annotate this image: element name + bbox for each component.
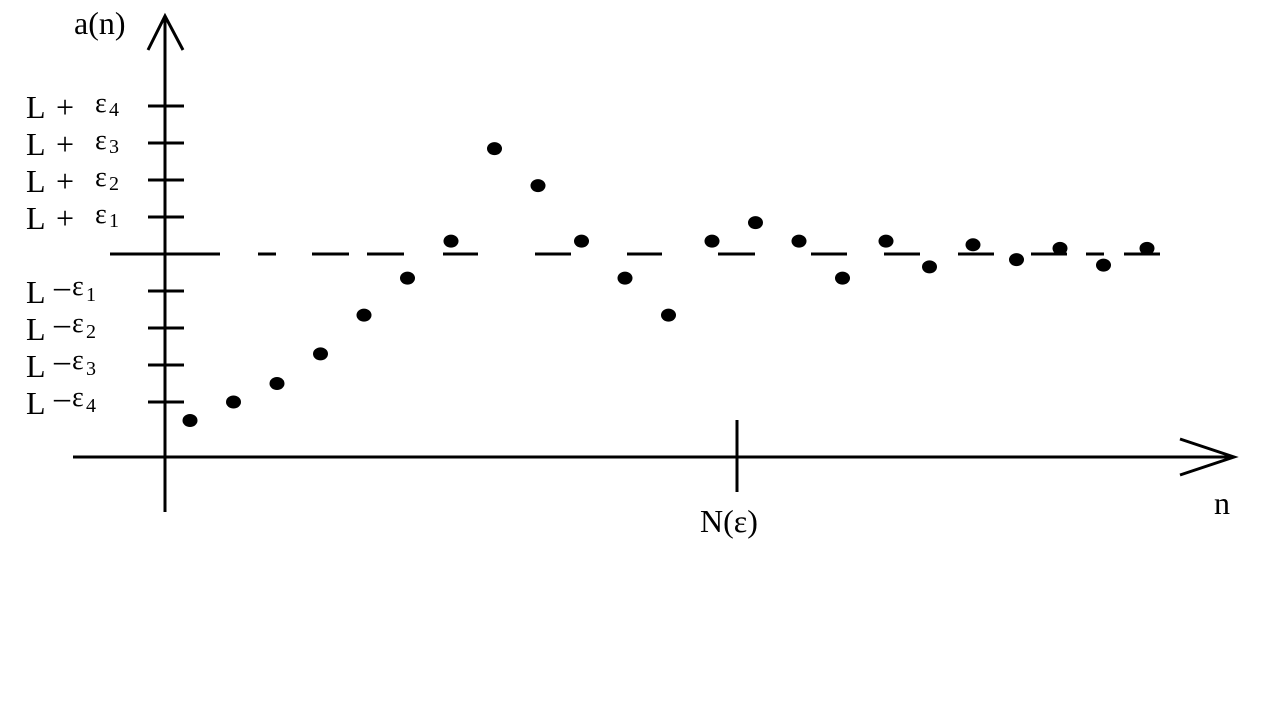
sequence-point (313, 347, 328, 361)
level-label-sign: + (56, 200, 74, 236)
level-label-L: L (26, 200, 46, 236)
y-axis-ticks (148, 104, 184, 404)
level-label-sign: – (53, 379, 71, 415)
level-label-L: L (26, 274, 46, 310)
sequence-point (400, 271, 415, 285)
level-label-sign: + (56, 163, 74, 199)
level-label-sign: + (56, 89, 74, 125)
level-label-subscript: 2 (109, 173, 119, 195)
sequence-point (443, 234, 459, 248)
sequence-point (1009, 253, 1024, 267)
level-label-epsilon: ε (72, 271, 84, 302)
sequence-point (617, 271, 633, 285)
level-label-L: L (26, 163, 46, 199)
sequence-point (487, 142, 502, 156)
y-axis-label: a(n) (74, 5, 126, 41)
level-label-subscript: 4 (86, 395, 96, 417)
sequence-point (182, 414, 198, 427)
level-label-epsilon: ε (95, 162, 107, 193)
sequence-point (1096, 258, 1111, 272)
x-axis-label: n (1214, 485, 1230, 521)
level-label-epsilon: ε (95, 125, 107, 156)
level-label-sign: – (53, 305, 71, 341)
y-axis-arrowhead (146, 12, 185, 51)
level-label-sign: + (56, 126, 74, 162)
level-label-plus-1: L + ε 1 (26, 199, 119, 236)
level-label-sign: – (53, 268, 71, 304)
level-label-epsilon: ε (95, 199, 107, 230)
level-label-subscript: 3 (109, 136, 119, 158)
level-label-L: L (26, 348, 46, 384)
level-label-minus-3: L – ε 3 (26, 342, 96, 384)
sequence-point (704, 234, 720, 248)
level-label-epsilon: ε (72, 382, 84, 413)
sequence-point (356, 308, 372, 322)
level-label-minus-2: L – ε 2 (26, 305, 96, 347)
level-label-epsilon: ε (72, 308, 84, 339)
level-label-L: L (26, 89, 46, 125)
level-label-epsilon: ε (72, 345, 84, 376)
level-label-subscript: 1 (86, 284, 96, 306)
sequence-point (922, 260, 937, 274)
level-label-L: L (26, 385, 46, 421)
level-label-L: L (26, 311, 46, 347)
level-label-minus-1: L – ε 1 (26, 268, 96, 310)
sequence-point (530, 179, 546, 193)
sequence-point (661, 308, 676, 322)
n-epsilon-label: N(ε) (700, 503, 758, 539)
level-label-plus-3: L + ε 3 (26, 125, 119, 162)
sequence-point (878, 234, 894, 248)
level-label-subscript: 2 (86, 321, 96, 343)
sequence-point (748, 216, 763, 230)
sequence-point (791, 234, 807, 248)
sequence-point (226, 395, 241, 409)
level-label-plus-4: L + ε 4 (26, 88, 119, 125)
level-label-sign: – (53, 342, 71, 378)
level-label-L: L (26, 126, 46, 162)
level-label-subscript: 1 (109, 210, 119, 232)
level-label-minus-4: L – ε 4 (26, 379, 96, 421)
level-label-subscript: 4 (109, 99, 119, 121)
level-label-epsilon: ε (95, 88, 107, 119)
x-axis-arrowhead (1179, 437, 1239, 477)
sequence-point (1139, 241, 1155, 255)
sequence-points (182, 142, 1155, 427)
level-label-plus-2: L + ε 2 (26, 162, 119, 199)
level-labels: L + ε 4L + ε 3L + ε 2L + ε 1L – ε 1L – ε 2L – ε 3L – ε 4 (26, 88, 119, 421)
sequence-point (1052, 241, 1068, 255)
sequence-point (269, 377, 285, 390)
level-label-subscript: 3 (86, 358, 96, 380)
sequence-point (835, 271, 850, 285)
sequence-point (965, 238, 981, 252)
sequence-point (574, 234, 589, 248)
